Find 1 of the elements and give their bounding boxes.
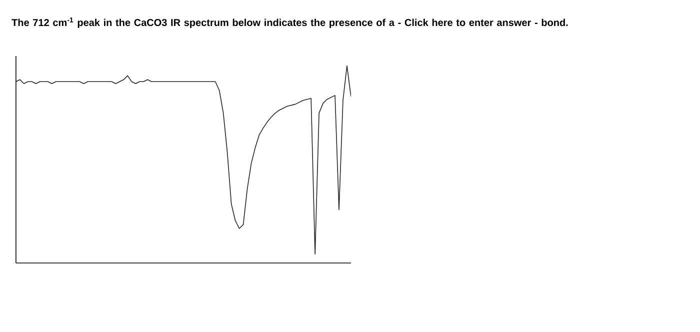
chart-title: The 712 cm$^{-1}$ peak in the CaCO3 IR spectrum below indicates the presence of a - Click here to enter answer - bond. bbox=[12, 18, 568, 28]
